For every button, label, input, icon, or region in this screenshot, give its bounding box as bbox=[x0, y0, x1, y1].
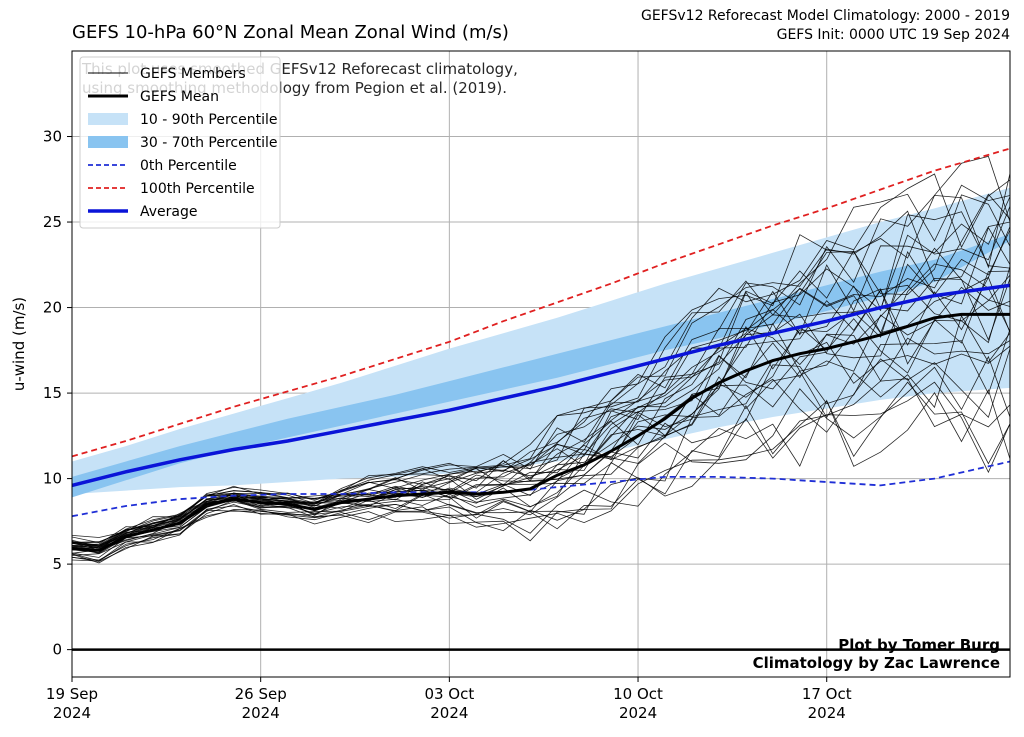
average-line bbox=[72, 283, 1010, 488]
member-line-28 bbox=[72, 348, 1010, 556]
gefs-mean-line bbox=[72, 312, 1010, 552]
xtick-year-21: 2024 bbox=[619, 704, 657, 722]
member-line-3 bbox=[72, 388, 1010, 561]
xtick-label-7: 26 Sep bbox=[235, 685, 287, 703]
member-line-21 bbox=[72, 381, 1010, 564]
xtick-label-14: 03 Oct bbox=[424, 685, 474, 703]
xtick-year-14: 2024 bbox=[430, 704, 468, 722]
xtick-label-28: 17 Oct bbox=[802, 685, 852, 703]
member-line-22 bbox=[72, 355, 1010, 562]
legend: GEFS Members GEFS Mean 10 - 90th Percentil… bbox=[79, 56, 281, 229]
climatology-lines bbox=[72, 147, 1010, 651]
xtick-label-21: 10 Oct bbox=[613, 685, 663, 703]
member-line-12 bbox=[72, 173, 1010, 546]
init-time-subtitle: GEFS Init: 0000 UTC 19 Sep 2024 bbox=[776, 27, 1010, 43]
member-line-17 bbox=[72, 155, 1010, 538]
climatology-subtitle: GEFSv12 Reforecast Model Climatology: 20… bbox=[640, 8, 1010, 24]
ytick-label-0: 0 bbox=[52, 641, 62, 659]
credit-plot: Plot by Tomer Burg bbox=[838, 636, 1000, 654]
xtick-year-7: 2024 bbox=[242, 704, 280, 722]
legend-label-members: GEFS Members bbox=[140, 66, 246, 82]
ytick-label-15: 15 bbox=[43, 384, 62, 402]
p0-line bbox=[72, 460, 1010, 518]
legend-label-p0: 0th Percentile bbox=[140, 158, 237, 174]
member-line-25 bbox=[72, 378, 1010, 562]
member-line-18 bbox=[72, 196, 1010, 550]
ytick-label-10: 10 bbox=[43, 470, 62, 488]
ytick-label-25: 25 bbox=[43, 213, 62, 231]
member-line-24 bbox=[72, 274, 1010, 547]
legend-label-p30_70: 30 - 70th Percentile bbox=[140, 135, 277, 151]
xtick-label-0: 19 Sep bbox=[46, 685, 98, 703]
legend-label-mean: GEFS Mean bbox=[140, 89, 219, 105]
members-layer bbox=[72, 155, 1010, 564]
member-line-16 bbox=[72, 184, 1010, 544]
plot-frame bbox=[71, 50, 1011, 678]
legend-box bbox=[79, 56, 281, 229]
legend-label-average: Average bbox=[140, 204, 198, 220]
legend-swatch-p10_90 bbox=[88, 113, 128, 125]
legend-label-p100: 100th Percentile bbox=[140, 181, 255, 197]
ytick-label-20: 20 bbox=[43, 299, 62, 317]
member-line-19 bbox=[72, 210, 1010, 546]
legend-label-p10_90: 10 - 90th Percentile bbox=[140, 112, 277, 128]
legend-swatch-p30_70 bbox=[88, 136, 128, 148]
xtick-year-0: 2024 bbox=[53, 704, 91, 722]
xtick-year-28: 2024 bbox=[808, 704, 846, 722]
y-axis-label: u-wind (m/s) bbox=[10, 297, 28, 391]
credit-climatology: Climatology by Zac Lawrence bbox=[753, 654, 1000, 672]
p100-line bbox=[72, 147, 1010, 458]
ytick-label-5: 5 bbox=[52, 555, 62, 573]
member-line-1 bbox=[72, 226, 1010, 548]
ytick-label-30: 30 bbox=[43, 128, 62, 146]
member-line-13 bbox=[72, 314, 1010, 558]
chart-title: GEFS 10-hPa 60°N Zonal Mean Zonal Wind (… bbox=[72, 22, 509, 43]
